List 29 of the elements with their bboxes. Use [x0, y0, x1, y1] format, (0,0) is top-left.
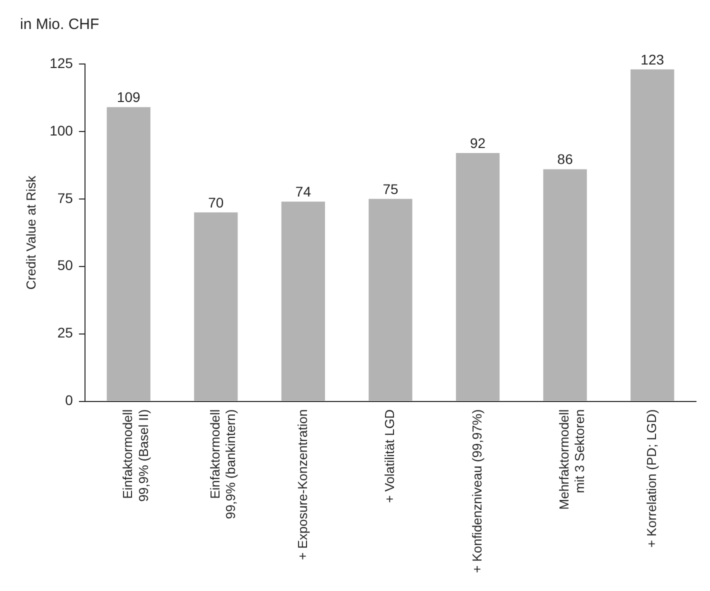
bar — [106, 107, 150, 401]
data-label: 109 — [116, 89, 140, 106]
x-tick-label: Einfaktormodell 99,9% (Basel II) — [120, 409, 151, 502]
x-tick-label: + Konfidenzniveau (99,97%) — [469, 409, 484, 574]
y-tick-label: 25 — [57, 324, 74, 341]
y-axis-title: Credit Value at Risk — [23, 175, 38, 290]
x-tick-label: + Volatilität LGD — [382, 409, 398, 503]
data-label: 86 — [557, 151, 574, 168]
x-tick-label: + Exposure-Konzentration — [294, 409, 310, 560]
y-tick-label: 125 — [50, 54, 74, 71]
chart-title: in Mio. CHF — [20, 16, 100, 34]
y-tick-label: 100 — [50, 122, 74, 138]
bar — [368, 198, 412, 401]
y-tick-label: 50 — [57, 257, 74, 274]
data-label: 92 — [470, 134, 486, 151]
x-tick-label: + Korrelation (PD; LGD) — [644, 409, 659, 548]
y-tick-label: 75 — [57, 190, 74, 206]
x-tick-label: Mehrfaktormodell mit 3 Sektoren — [556, 409, 588, 510]
bar — [281, 202, 326, 401]
bar — [630, 69, 674, 401]
data-label: 74 — [295, 183, 312, 200]
data-label: 123 — [640, 51, 664, 68]
bar — [456, 153, 500, 401]
bar — [194, 212, 238, 401]
data-label: 70 — [208, 194, 224, 210]
data-label: 75 — [382, 180, 398, 197]
x-tick-label: Einfaktormodell 99,9% (bankintern) — [207, 409, 238, 520]
bar — [543, 169, 587, 401]
y-tick-label: 0 — [65, 392, 74, 408]
